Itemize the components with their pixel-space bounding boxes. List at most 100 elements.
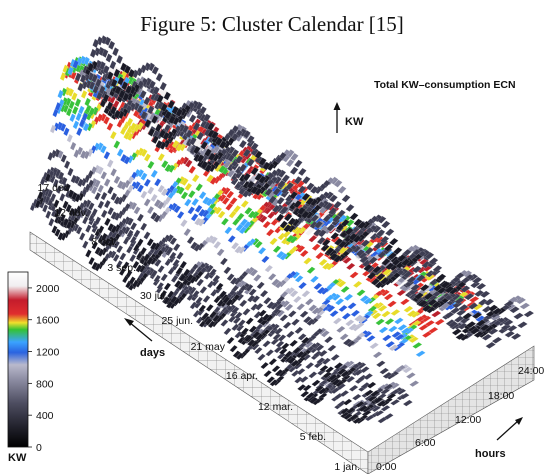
surface-cell [345,219,355,227]
surface-cell [340,370,350,378]
surface-cell [277,169,287,178]
surface-cell [206,174,214,183]
surface-cell [220,217,229,226]
surface-cell [37,190,44,200]
surface-cell [220,319,229,327]
surface-cell [409,380,420,387]
surface-cell [256,281,265,290]
surface-cell [260,361,269,370]
surface-cell [139,89,147,99]
surface-cell [358,405,369,412]
surface-cell [269,237,278,246]
surface-cell [327,344,337,352]
surface-cell [153,242,161,251]
surface-cell [140,148,148,158]
surface-cell [73,175,81,185]
surface-cell [254,187,263,196]
surface-cell [66,133,73,143]
surface-cell [371,405,382,413]
surface-cell [82,240,89,249]
surface-cell [254,346,263,355]
surface-cell [133,206,141,215]
surface-cell [188,114,197,123]
surface-cell [483,325,495,333]
surface-cell [254,240,263,249]
surface-cell [202,196,210,205]
surface-cell [302,316,312,324]
surface-cell [340,219,350,227]
surface-cell [97,166,104,175]
surface-cell [366,271,377,280]
surface-cell [107,238,115,248]
surface-cell [69,141,77,151]
surface-cell [434,318,445,326]
surface-cell [303,257,313,265]
surface-cell [393,317,404,325]
surface-cell [175,108,183,118]
surface-cell [224,226,233,235]
surface-cell [375,360,386,368]
surface-cell [510,332,522,340]
surface-cell [103,116,110,125]
surface-cell [212,274,221,283]
surface-cell [110,105,117,115]
surface-cell [311,379,321,387]
surface-cell [436,273,447,282]
surface-cell [240,200,249,208]
surface-cell [448,287,459,295]
surface-cell [402,270,413,279]
surface-cell [294,326,304,335]
surface-cell [471,311,483,320]
surface-cell [286,330,295,339]
surface-cell [83,150,90,160]
surface-cell [321,357,332,365]
surface-cell [100,191,108,201]
day-tick-labels: 1 jan. 5 feb. 12 mar. 16 apr. 21 may 25 jun. 3… [38,182,360,473]
surface-cell [366,381,377,389]
surface-cell [428,257,439,265]
surface-cell [332,317,343,325]
surface-cell [34,199,41,209]
surface-cell [515,297,527,305]
surface-cell [309,198,319,207]
surface-cell [399,298,410,306]
surface-cell [199,286,208,294]
surface-cell [196,278,205,287]
surface-cell [400,327,411,335]
surface-cell [266,301,275,309]
surface-cell [59,192,66,202]
surface-cell [160,273,168,282]
surface-cell [99,60,106,71]
surface-cell [239,299,248,308]
surface-cell [215,282,224,291]
surface-cell [342,398,353,406]
surface-cell [305,182,315,191]
surface-cell [365,335,376,342]
surface-cell [103,178,111,187]
day-tick-label: 8 oct. [91,236,117,248]
surface-cell [162,296,171,305]
colorbar-scale [7,271,29,448]
surface-cell [291,218,301,227]
surface-cell [246,180,255,190]
hour-tick-labels: 0:00 6:00 12:00 18:00 24:00 [376,365,544,473]
surface-cell [297,384,307,392]
surface-cell [290,359,300,367]
surface-cell [133,229,141,238]
surface-cell [102,64,110,75]
surface-cell [239,218,249,227]
surface-cell [186,236,195,245]
surface-cell [381,258,391,266]
surface-cell [128,276,136,285]
surface-cell [129,122,137,132]
surface-cell [519,302,531,310]
surface-cell [127,68,136,78]
surface-cell [333,254,343,263]
surface-cell [384,228,395,237]
surface-cell [313,282,323,291]
surface-cell [305,392,316,399]
surface-cell [274,369,284,377]
surface-cell [299,310,309,318]
surface-cell [417,299,428,308]
surface-cell [116,245,124,254]
